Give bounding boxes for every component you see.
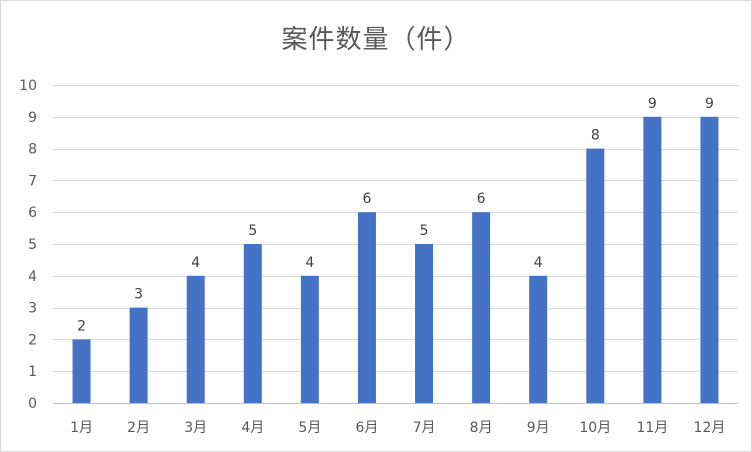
- data-label: 2: [77, 318, 86, 334]
- bar: [700, 116, 719, 404]
- x-tick-label: 5月: [298, 420, 321, 436]
- data-label: 4: [534, 255, 543, 271]
- x-tick-label: 4月: [241, 420, 264, 436]
- gridlines: [53, 85, 738, 404]
- bar: [357, 212, 376, 403]
- y-tick-label: 6: [28, 205, 37, 221]
- bar: [72, 339, 91, 403]
- data-label: 6: [362, 191, 371, 207]
- x-tick-label: 6月: [355, 420, 378, 436]
- bar: [472, 212, 491, 403]
- x-tick-label: 11月: [636, 420, 668, 436]
- y-tick-label: 2: [28, 332, 37, 348]
- bar: [300, 275, 319, 403]
- x-tick-label: 9月: [527, 420, 550, 436]
- x-tick-label: 1月: [70, 420, 93, 436]
- x-tick-label: 7月: [413, 420, 436, 436]
- data-label: 8: [591, 128, 600, 144]
- data-label: 4: [305, 255, 314, 271]
- data-label: 9: [705, 96, 714, 112]
- y-tick-label: 10: [19, 78, 37, 94]
- data-label: 3: [134, 287, 143, 303]
- y-tick-label: 0: [28, 396, 37, 412]
- y-tick-label: 8: [28, 142, 37, 158]
- x-tick-label: 3月: [184, 420, 207, 436]
- x-axis-tick-labels: 1月 2月 3月 4月 5月 6月 7月 8月 9月 10月 11月 12月: [70, 420, 725, 436]
- bar: [586, 148, 605, 403]
- bars: [72, 116, 719, 404]
- bar: [643, 116, 662, 404]
- x-tick-label: 10月: [579, 420, 611, 436]
- data-labels: 2 3 4 5 4 6 5 6 4 8 9 9: [77, 96, 714, 335]
- data-label: 9: [648, 96, 657, 112]
- y-tick-label: 5: [28, 237, 37, 253]
- bar: [529, 275, 548, 403]
- data-label: 6: [477, 191, 486, 207]
- y-tick-label: 1: [28, 364, 37, 380]
- data-label: 5: [420, 223, 429, 239]
- data-label: 5: [248, 223, 257, 239]
- y-tick-label: 9: [28, 110, 37, 126]
- x-tick-label: 2月: [127, 420, 150, 436]
- data-label: 4: [191, 255, 200, 271]
- y-tick-label: 7: [28, 173, 37, 189]
- bar: [243, 244, 262, 403]
- y-tick-label: 3: [28, 301, 37, 317]
- x-tick-label: 8月: [470, 420, 493, 436]
- bar: [186, 275, 205, 403]
- y-tick-label: 4: [28, 269, 37, 285]
- x-tick-label: 12月: [694, 420, 726, 436]
- chart-title: 案件数量（件）: [281, 25, 471, 55]
- y-axis-tick-labels: 0 1 2 3 4 5 6 7 8 9 10: [19, 78, 37, 412]
- bar: [129, 307, 148, 403]
- bar: [415, 244, 434, 403]
